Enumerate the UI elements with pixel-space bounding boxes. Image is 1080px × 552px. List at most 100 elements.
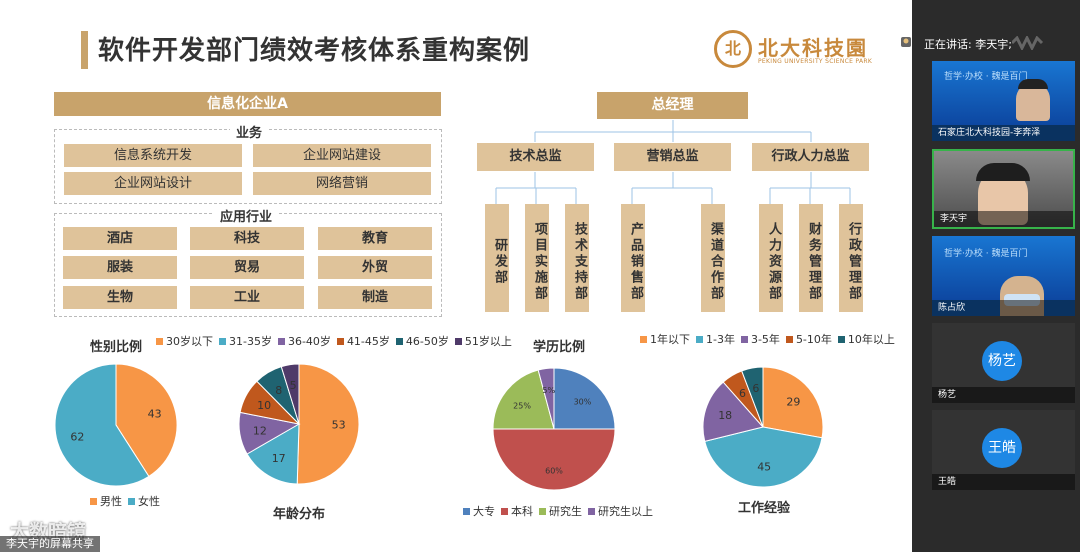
- participant-name: 石家庄北大科技园-李奔泽: [932, 125, 1075, 141]
- chart-legend: 大专 本科 研究生 研究生以上: [457, 503, 653, 519]
- legend-swatch: [128, 498, 135, 505]
- org-director: 营销总监: [614, 143, 731, 171]
- pie-slice: [537, 367, 555, 430]
- audio-wave-icon: [1012, 36, 1044, 50]
- legend-label: 30岁以下: [166, 335, 213, 348]
- speaker-icon: [898, 34, 916, 50]
- legend-label: 46-50岁: [405, 335, 449, 348]
- legend-label: 1年以下: [650, 333, 690, 346]
- business-title: 业务: [230, 122, 269, 141]
- pie-slice: [702, 381, 764, 442]
- age-chart-title: 年龄分布: [273, 507, 326, 522]
- participant-name: 陈占欣: [932, 300, 1075, 316]
- legend-swatch: [90, 498, 97, 505]
- avatar: 杨艺: [982, 341, 1022, 381]
- org-director: 技术总监: [477, 143, 594, 171]
- pie-slice: [492, 369, 555, 430]
- legend-swatch: [785, 336, 793, 343]
- pie-data-label: 17: [272, 452, 286, 465]
- pie-slice: [704, 426, 823, 488]
- industry-item: 教育: [318, 227, 432, 250]
- pie-data-label: 6: [752, 382, 759, 395]
- screen-share-label: 李天宇的屏幕共享: [0, 536, 100, 552]
- legend-label: 41-45岁: [346, 335, 390, 348]
- legend-label: 研究生以上: [598, 505, 653, 518]
- org-gm: 总经理: [597, 92, 748, 119]
- business-item: 企业网站设计: [64, 172, 242, 195]
- pie-slice: [296, 363, 360, 485]
- pie-data-label: 12: [253, 424, 267, 437]
- chart-legend: 30岁以下 31-35岁 36-40岁 41-45岁 46-50岁 51岁以上: [150, 333, 512, 349]
- industry-item: 制造: [318, 286, 432, 309]
- pie-data-label: 53: [332, 419, 346, 432]
- legend-label: 51岁以上: [464, 335, 512, 348]
- speaking-indicator: 正在讲话: 李天宇;: [924, 38, 1012, 51]
- business-item: 企业网站建设: [253, 144, 431, 167]
- pie-slice: [762, 366, 824, 439]
- industry-item: 外贸: [318, 256, 432, 279]
- pie-data-label: 43: [148, 408, 162, 421]
- pie-slice: [246, 423, 300, 485]
- org-department: 渠道合作部: [701, 204, 725, 312]
- charts-canvas: 43 62 53 17 12 10 8 5 30% 60% 25% 5% 29 45 18 6 6: [54, 363, 824, 491]
- pie-data-label: 25%: [513, 401, 531, 410]
- org-department: 行政管理部: [839, 204, 863, 312]
- legend-label: 男性: [100, 495, 122, 508]
- pie-data-label: 8: [275, 384, 282, 397]
- pie-slice: [280, 363, 300, 425]
- person-video: [1016, 83, 1050, 121]
- participant-name: 王皓: [932, 474, 1075, 490]
- tile-banner: 哲学·办校 · 魏是百门: [944, 72, 1028, 82]
- pie-data-label: 6: [739, 387, 746, 400]
- legend-label: 36-40岁: [287, 335, 331, 348]
- pie-data-label: 29: [786, 396, 800, 409]
- pku-science-park-logo: 北 北大科技園 PEKING UNIVERSITY SCIENCE PARK: [714, 30, 874, 70]
- legend-swatch: [463, 508, 470, 515]
- industry-item: 科技: [190, 227, 304, 250]
- pie-data-label: 18: [718, 409, 732, 422]
- industry-item: 工业: [190, 286, 304, 309]
- slide-title: 软件开发部门绩效考核体系重构案例: [98, 36, 531, 66]
- participant-tile[interactable]: 王皓 王皓: [932, 410, 1075, 490]
- pie-data-label: 5%: [542, 386, 555, 395]
- legend-label: 大专: [473, 505, 495, 518]
- participant-tile[interactable]: 杨艺 杨艺: [932, 323, 1075, 403]
- legend-swatch: [696, 336, 703, 343]
- legend-swatch: [336, 338, 344, 345]
- logo-emblem-icon: 北: [714, 30, 752, 68]
- participant-tile[interactable]: 哲学·办校 · 魏是百门 石家庄北大科技园-李奔泽: [932, 61, 1075, 141]
- legend-label: 3-5年: [750, 333, 780, 346]
- participant-name: 李天宇: [934, 211, 1073, 227]
- participant-tile-active[interactable]: 李天宇: [932, 149, 1075, 229]
- org-department: 产品销售部: [621, 204, 645, 312]
- legend-label: 5-10年: [795, 333, 832, 346]
- pie-slice: [741, 366, 764, 428]
- industry-item: 贸易: [190, 256, 304, 279]
- legend-swatch: [454, 338, 462, 345]
- logo-english: PEKING UNIVERSITY SCIENCE PARK: [758, 58, 873, 65]
- org-department: 人力资源部: [759, 204, 783, 312]
- legend-swatch: [277, 338, 285, 345]
- avatar: 王皓: [982, 428, 1022, 468]
- legend-swatch: [219, 338, 226, 345]
- pie-slice: [553, 367, 616, 430]
- org-director: 行政人力总监: [752, 143, 869, 171]
- industry-item: 生物: [63, 286, 177, 309]
- legend-swatch: [588, 508, 595, 515]
- participant-tile[interactable]: 哲学·办校 · 魏是百门 陈占欣: [932, 236, 1075, 316]
- shared-slide: 软件开发部门绩效考核体系重构案例 北 北大科技園 PEKING UNIVERSI…: [0, 0, 912, 552]
- exp-chart-title: 工作经验: [738, 501, 791, 516]
- chart-legend: 1年以下 1-3年 3-5年 5-10年 10年以上: [634, 331, 895, 347]
- pie-data-label: 10: [257, 399, 271, 412]
- legend-swatch: [740, 336, 748, 343]
- pie-slice: [54, 363, 150, 487]
- logo-chinese: 北大科技園: [758, 36, 868, 60]
- org-connectors: [495, 120, 851, 204]
- pie-data-label: 45: [757, 461, 771, 474]
- legend-label: 研究生: [549, 505, 582, 518]
- legend-swatch: [501, 508, 508, 515]
- industry-item: 服装: [63, 256, 177, 279]
- legend-label: 31-35岁: [229, 335, 272, 348]
- legend-label: 女性: [138, 495, 160, 508]
- business-item: 网络营销: [253, 172, 431, 195]
